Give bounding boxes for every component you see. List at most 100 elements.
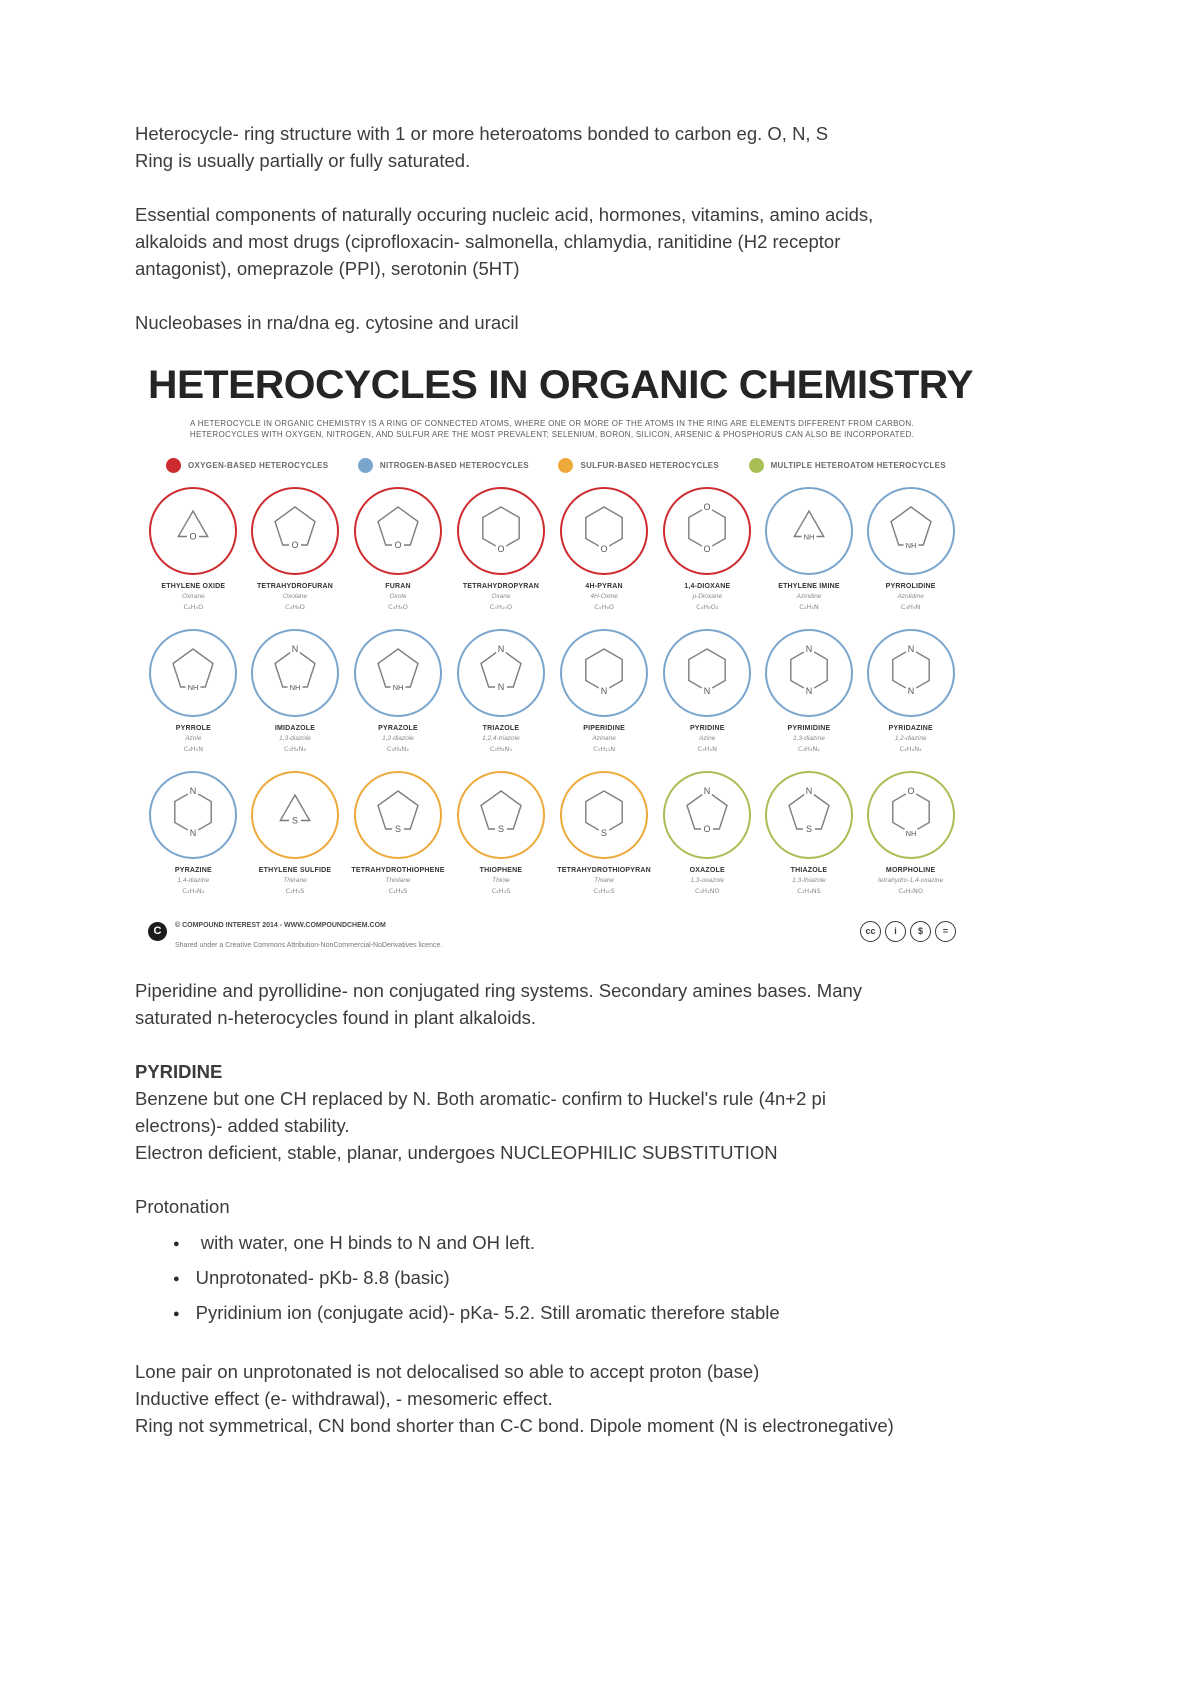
svg-text:O: O xyxy=(394,539,401,549)
compound-name: THIAZOLE xyxy=(790,867,828,874)
footer-credit: C © COMPOUND INTEREST 2014 - WWW.COMPOUN… xyxy=(148,911,442,951)
legend-item-oxygen: OXYGEN-BASED HETEROCYCLES xyxy=(166,458,328,473)
legend-item-sulfur: SULFUR-BASED HETEROCYCLES xyxy=(558,458,719,473)
compound-cell: NH N IMIDAZOLE 1,3-diazole C₃H₄N₂ xyxy=(250,629,341,753)
compound-name: PYRROLE xyxy=(175,725,211,732)
compound-name: THIOPHENE xyxy=(479,867,523,874)
legend-dot-sulfur-icon xyxy=(558,458,574,473)
svg-text:O: O xyxy=(601,544,608,554)
compound-circle: O xyxy=(560,487,649,575)
compound-cell: NH O MORPHOLINE tetrahydro-1,4-oxazine C₄… xyxy=(865,771,956,895)
compound-name: OXAZOLE xyxy=(689,867,725,874)
note-paragraph-lone-pair: Lone pair on unprotonated is not delocal… xyxy=(135,1361,894,1436)
compound-altname: Azole xyxy=(185,735,202,742)
compound-name: ETHYLENE SULFIDE xyxy=(258,867,332,874)
infographic-subtitle: A HETEROCYCLE IN ORGANIC CHEMISTRY IS A … xyxy=(189,419,915,439)
compound-formula: C₅H₁₀S xyxy=(593,887,615,895)
compound-circle: N xyxy=(560,629,649,717)
compound-name: PYRAZINE xyxy=(174,867,212,874)
compound-altname: 1,2,4-triazole xyxy=(482,735,520,742)
compound-formula: C₃H₄N₂ xyxy=(283,745,307,753)
cc-noderivatives-icon: = xyxy=(935,920,956,942)
legend-label: SULFUR-BASED HETEROCYCLES xyxy=(580,461,720,470)
compound-formula: C₄H₅N xyxy=(183,745,204,753)
heterocycles-infographic: HETEROCYCLES IN ORGANIC CHEMISTRY A HETE… xyxy=(148,363,973,951)
compound-formula: C₂H₄O xyxy=(183,603,204,611)
note-paragraph-essential-components: Essential components of naturally occuri… xyxy=(135,204,874,279)
compound-formula: C₄H₈S xyxy=(388,887,408,895)
compound-altname: Azolidine xyxy=(897,593,924,600)
compound-formula: C₄H₄N₂ xyxy=(182,887,205,895)
protonation-bullet-list: ● with water, one H binds to N and OH le… xyxy=(173,1226,1068,1331)
compound-name: ETHYLENE IMINE xyxy=(778,583,840,590)
compound-name: MORPHOLINE xyxy=(885,867,936,874)
compound-circle: S xyxy=(456,771,545,859)
compound-cell: O ETHYLENE OXIDE Oxirane C₂H₄O xyxy=(148,487,239,611)
compound-name: PYRROLIDINE xyxy=(885,583,936,590)
compound-cell: O TETRAHYDROFURAN Oxolane C₄H₈O xyxy=(250,487,341,611)
compound-circle: NH xyxy=(866,487,955,575)
compound-circle: NH xyxy=(353,629,442,717)
compound-altname: 1,3-oxazole xyxy=(690,877,725,884)
compound-name: 1,4-DIOXANE xyxy=(684,583,731,590)
compound-formula: C₄H₈O₂ xyxy=(696,603,719,611)
ring-structure-icon: NH xyxy=(366,639,430,708)
bullet-text: Unprotonated- pKb- 8.8 (basic) xyxy=(195,1267,450,1288)
compound-formula: C₂H₃N₃ xyxy=(489,745,512,753)
svg-text:S: S xyxy=(498,823,504,833)
compound-name: TETRAHYDROTHIOPHENE xyxy=(351,867,445,874)
svg-text:N: N xyxy=(806,644,813,654)
compound-circle: S xyxy=(353,771,442,859)
ring-structure-icon: N xyxy=(675,639,739,708)
compound-formula: C₄H₈O xyxy=(285,603,305,611)
compound-formula: C₄H₄N₂ xyxy=(899,745,922,753)
note-paragraph-nucleobases: Nucleobases in rna/dna eg. cytosine and … xyxy=(135,312,519,333)
compound-interest-logo-icon: C xyxy=(148,921,167,941)
compound-formula: C₄H₉N xyxy=(900,603,921,611)
compound-altname: 1,4-diazine xyxy=(177,877,210,884)
compound-formula: C₃H₃NO xyxy=(694,887,720,895)
svg-text:N: N xyxy=(190,828,197,838)
bullet-icon: ● xyxy=(173,1273,180,1285)
svg-text:NH: NH xyxy=(290,682,301,691)
svg-text:S: S xyxy=(292,815,298,825)
footer-credit-text: © COMPOUND INTEREST 2014 - WWW.COMPOUNDC… xyxy=(175,911,442,951)
pyridine-heading: PYRIDINE xyxy=(135,1061,223,1082)
compound-cell: S THIOPHENE Thiole C₄H₄S xyxy=(456,771,547,895)
legend-item-multiple: MULTIPLE HETEROATOM HETEROCYCLES xyxy=(748,458,946,473)
cc-license-icons: cc i $ = xyxy=(860,920,956,942)
bullet-text: Pyridinium ion (conjugate acid)- pKa- 5.… xyxy=(195,1302,780,1323)
compound-circle: O xyxy=(149,487,238,575)
svg-text:O: O xyxy=(704,502,711,512)
compound-name: ETHYLENE OXIDE xyxy=(161,583,226,590)
compound-circle: O xyxy=(353,487,442,575)
legend-dot-oxygen-icon xyxy=(166,458,181,473)
compound-altname: Oxirane xyxy=(181,593,205,600)
svg-text:N: N xyxy=(498,644,505,654)
svg-text:N: N xyxy=(907,644,914,654)
compound-circle: S xyxy=(560,771,649,859)
compound-circle: NH N xyxy=(251,629,340,717)
bullet-text: with water, one H binds to N and OH left… xyxy=(195,1232,535,1253)
compound-name: TETRAHYDROTHIOPYRAN xyxy=(557,867,651,874)
compound-circle: O xyxy=(456,487,545,575)
compound-formula: C₄H₄S xyxy=(491,887,511,895)
compound-cell: S TETRAHYDROTHIOPYRAN Thiane C₅H₁₀S xyxy=(557,771,651,895)
compound-formula: C₅H₁₀O xyxy=(489,603,513,611)
svg-text:S: S xyxy=(806,823,812,833)
compound-cell: O 4H-PYRAN 4H-Oxine C₅H₆O xyxy=(557,487,651,611)
svg-text:S: S xyxy=(601,828,607,838)
compound-cell: NH PYRROLE Azole C₄H₅N xyxy=(148,629,239,753)
ring-structure-icon: NH xyxy=(879,497,943,566)
svg-text:N: N xyxy=(190,786,197,796)
compound-altname: 1,2-diazole xyxy=(382,735,414,742)
compound-cell: NH PYRAZOLE 1,2-diazole C₃H₄N₂ xyxy=(351,629,444,753)
